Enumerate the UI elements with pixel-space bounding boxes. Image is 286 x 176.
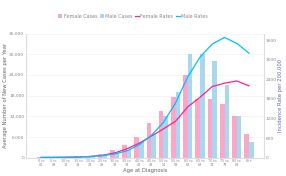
- X-axis label: Age at Diagnosis: Age at Diagnosis: [123, 168, 167, 173]
- Bar: [90, 156, 95, 158]
- Bar: [139, 142, 144, 158]
- Bar: [102, 155, 107, 158]
- Bar: [78, 157, 82, 158]
- Y-axis label: Average Number of New Cases per Year: Average Number of New Cases per Year: [3, 43, 8, 148]
- Bar: [225, 85, 229, 158]
- Bar: [183, 75, 188, 158]
- Bar: [110, 150, 114, 158]
- Legend: Female Cases, Male Cases, Female Rates, Male Rates: Female Cases, Male Cases, Female Rates, …: [58, 14, 208, 19]
- Bar: [73, 157, 78, 158]
- Bar: [134, 137, 139, 158]
- Bar: [53, 157, 58, 158]
- Bar: [249, 142, 254, 158]
- Bar: [232, 116, 237, 158]
- Bar: [208, 99, 212, 158]
- Bar: [98, 154, 102, 158]
- Bar: [61, 157, 65, 158]
- Bar: [244, 134, 249, 158]
- Bar: [146, 123, 151, 158]
- Bar: [122, 145, 127, 158]
- Y-axis label: Incidence Rate per 200,000: Incidence Rate per 200,000: [278, 59, 283, 132]
- Bar: [41, 157, 46, 158]
- Bar: [163, 116, 168, 158]
- Bar: [188, 54, 192, 158]
- Bar: [127, 150, 131, 158]
- Bar: [159, 111, 163, 158]
- Bar: [114, 153, 119, 158]
- Bar: [171, 97, 176, 158]
- Bar: [200, 54, 205, 158]
- Bar: [86, 156, 90, 158]
- Bar: [220, 104, 225, 158]
- Bar: [65, 157, 70, 158]
- Bar: [195, 99, 200, 158]
- Bar: [176, 92, 180, 158]
- Bar: [151, 134, 156, 158]
- Bar: [237, 116, 241, 158]
- Bar: [212, 61, 217, 158]
